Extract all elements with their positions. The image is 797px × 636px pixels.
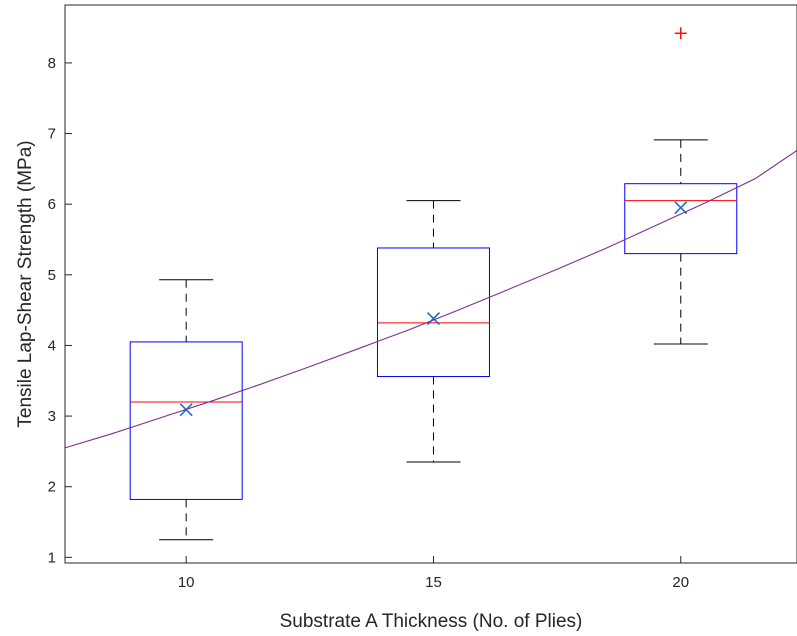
box-group-15: [376, 200, 490, 463]
box-group-20: [624, 27, 738, 345]
y-tick-label: 3: [48, 408, 56, 425]
outlier-marker: [674, 27, 687, 40]
y-tick-label: 1: [48, 549, 56, 566]
box-iqr: [129, 341, 243, 500]
mean-marker-stroke: [426, 312, 441, 326]
y-tick-label: 5: [48, 267, 56, 284]
mean-marker-stroke: [674, 201, 688, 215]
box-iqr: [624, 183, 738, 255]
y-axis-title: Tensile Lap-Shear Strength (MPa): [15, 140, 36, 427]
box-group-10: [129, 279, 243, 541]
y-tick-label: 2: [48, 479, 56, 496]
x-tick-label: 10: [178, 574, 195, 591]
axis-ticks: 10 15 20 1 2 3 4 5 6 7 8: [48, 55, 689, 591]
box-iqr: [376, 247, 490, 378]
y-tick-label: 4: [48, 337, 56, 354]
y-tick-label: 7: [48, 126, 56, 143]
y-tick-label: 8: [48, 55, 56, 72]
fit-curve: [64, 150, 797, 449]
x-axis-title: Substrate A Thickness (No. of Plies): [280, 611, 583, 632]
x-tick-label: 15: [425, 574, 442, 591]
plot-area: [64, 27, 797, 541]
y-tick-label: 6: [48, 196, 56, 213]
mean-marker: [426, 312, 441, 326]
x-tick-label: 20: [672, 574, 689, 591]
axes-frame: [64, 4, 797, 564]
